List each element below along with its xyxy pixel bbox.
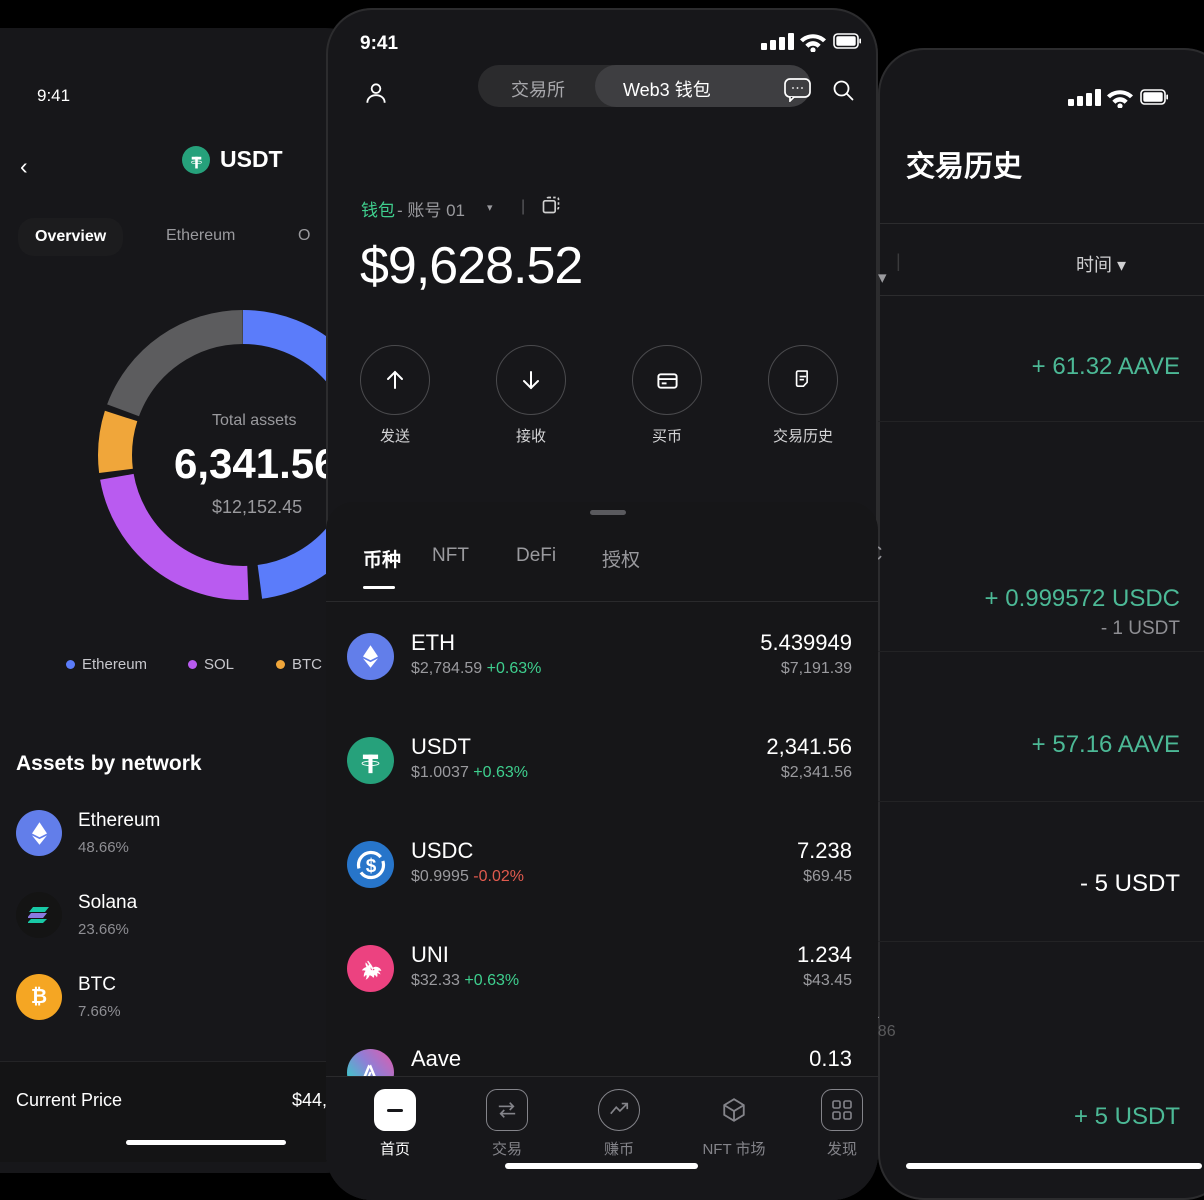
svg-text:$: $	[365, 856, 376, 877]
